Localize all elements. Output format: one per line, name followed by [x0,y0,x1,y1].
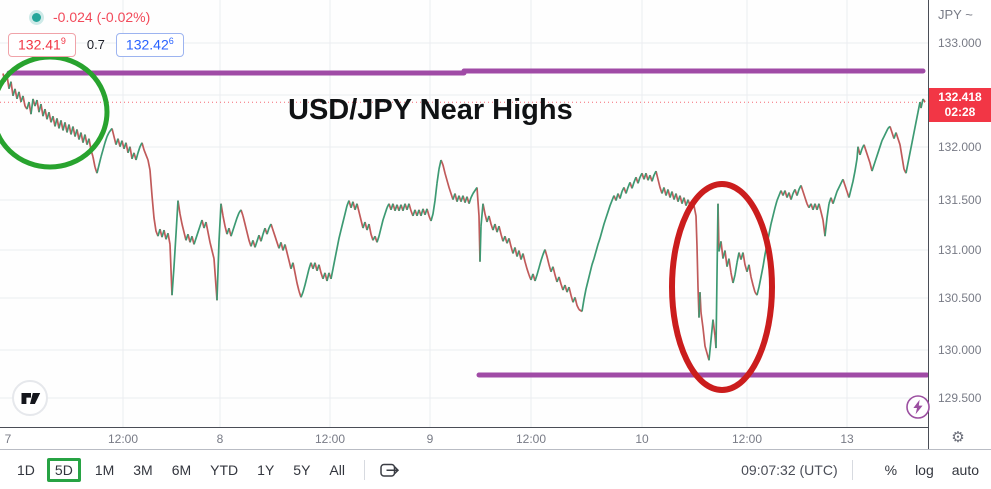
price-chart[interactable] [0,0,928,427]
time-axis-label: 12:00 [515,432,547,446]
symbol-legend: -0.024 (-0.02%) 132.419 0.7 132.426 [8,8,184,57]
price-axis-label: 130.000 [938,343,982,357]
lightning-icon[interactable] [905,394,931,425]
toolbar-right: 09:07:32 (UTC) % log auto [741,459,979,480]
log-scale-toggle[interactable]: log [915,461,934,478]
time-axis-label: 7 [4,432,12,446]
time-axis-label: 12:00 [314,432,346,446]
range-button-5y[interactable]: 5Y [293,461,311,478]
range-button-5d[interactable]: 5D [46,457,81,482]
current-price-badge: 132.418 02:28 [929,88,991,122]
bar-countdown: 02:28 [944,105,976,119]
green-circle-annotation [0,54,110,170]
range-button-all[interactable]: All [329,461,345,478]
price-change-text: -0.024 (-0.02%) [53,9,151,25]
bid-price-box[interactable]: 132.419 [8,33,76,57]
time-axis-label: 9 [426,432,434,446]
price-axis-label: 133.000 [938,36,982,50]
price-axis-label: 132.000 [938,140,982,154]
spread-value: 0.7 [86,37,105,53]
ask-price: 132.42 [125,36,169,53]
go-to-date-icon[interactable] [378,460,400,480]
range-button-1y[interactable]: 1Y [257,461,275,478]
red-circle-annotation [669,181,775,393]
price-axis-label: 129.500 [938,391,982,405]
toolbar-divider [851,459,853,480]
range-button-3m[interactable]: 3M [133,461,153,478]
bid-price: 132.41 [18,36,61,53]
time-axis-label: 12:00 [107,432,139,446]
bid-price-fraction: 9 [60,36,66,46]
percent-scale-toggle[interactable]: % [884,461,898,478]
range-button-ytd[interactable]: YTD [210,461,239,478]
time-axis-label: 13 [840,432,854,446]
time-axis-label: 8 [216,432,224,446]
time-axis-label: 10 [635,432,649,446]
auto-scale-toggle[interactable]: auto [951,461,979,478]
range-button-6m[interactable]: 6M [171,461,192,478]
ask-price-box[interactable]: 132.426 [115,33,184,57]
chart-area: -0.024 (-0.02%) 132.419 0.7 132.426 USD/… [0,0,931,427]
gear-icon[interactable]: ⚙ [951,429,965,446]
chart-annotation-title: USD/JPY Near Highs [288,94,573,126]
time-axis-label: 12:00 [731,432,763,446]
time-axis[interactable]: 7 12:00 8 12:00 9 12:00 10 12:00 13 [0,427,928,449]
tradingview-logo[interactable] [11,379,49,422]
clock-utc[interactable]: 09:07:32 (UTC) [741,461,838,478]
range-button-1m[interactable]: 1M [94,461,115,478]
bottom-toolbar: 1D 5D 1M 3M 6M YTD 1Y 5Y All 09:07:32 (UTC) % lo… [0,449,991,489]
ask-price-fraction: 6 [168,36,174,46]
range-button-1d[interactable]: 1D [17,461,35,478]
current-price: 132.418 [938,90,982,104]
date-range-buttons: 1D 5D 1M 3M 6M YTD 1Y 5Y All [12,457,359,482]
price-axis-label: 131.000 [938,243,982,257]
price-axis-label: 130.500 [938,291,982,305]
toolbar-divider [363,459,365,480]
price-axis-label: 131.500 [938,193,982,207]
currency-dropdown[interactable]: JPY ~ [938,7,973,22]
market-status-dot [32,12,41,22]
price-axis[interactable]: JPY ~ 132.418 02:28 133.000132.500132.00… [928,0,991,449]
